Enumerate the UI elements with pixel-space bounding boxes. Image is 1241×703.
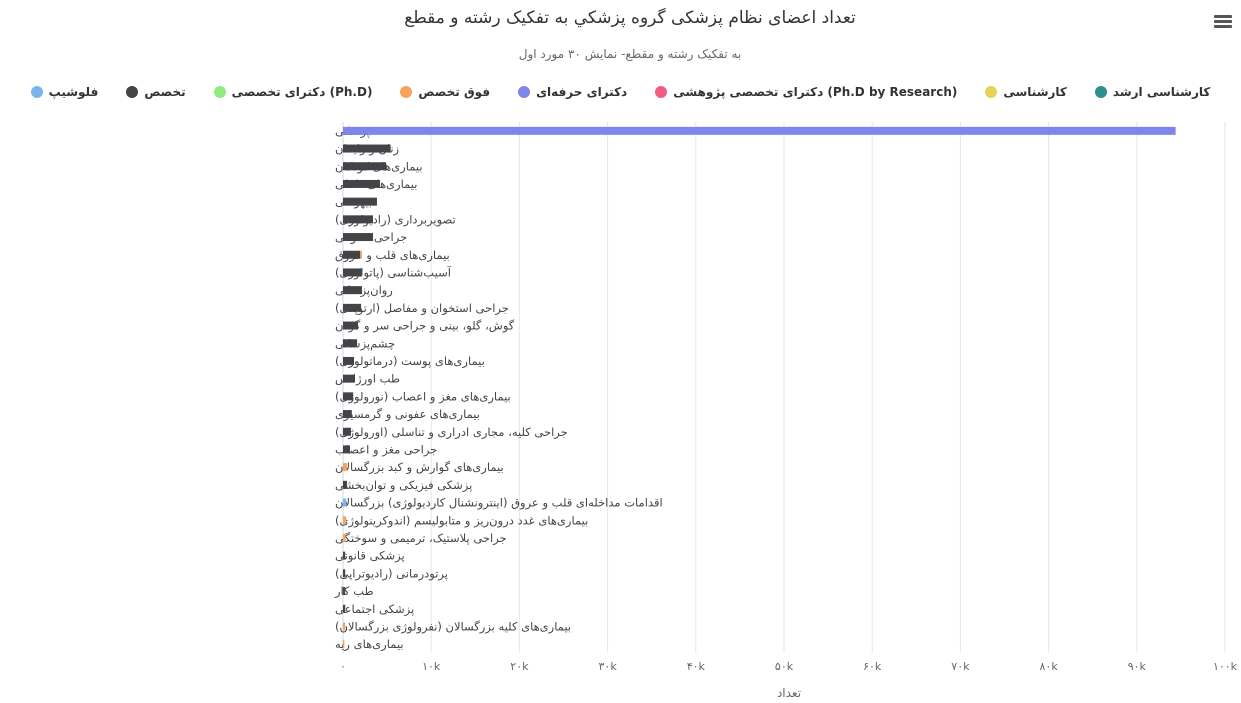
bar [343, 480, 347, 489]
category-label: طب کار [334, 584, 374, 599]
x-tick-label: ۷۰k [951, 660, 970, 673]
legend-marker-icon [30, 86, 43, 98]
category-label: جراحی مغز و اعصاب [335, 442, 437, 457]
bar [343, 250, 361, 259]
legend-marker-icon [126, 86, 139, 98]
legend-label: تخصص [144, 85, 186, 99]
category-label: جراحی استخوان و مفاصل (ارتوپدی) [335, 301, 509, 316]
bar [343, 516, 347, 525]
bar [343, 427, 351, 436]
category-label: بیماری‌های گوارش و کبد بزرگسالان [335, 460, 504, 475]
bar [343, 498, 347, 507]
bar [343, 303, 362, 312]
legend-label: کارشناسی ارشد [1112, 85, 1211, 99]
category-label: گوش، گلو، بینی و جراحی سر و گردن [335, 319, 515, 334]
legend-label: فلوشیپ [48, 85, 99, 99]
category-label: پرتودرمانی (رادیوتراپی) [335, 566, 448, 581]
x-tick-label: ۱۰۰k [1213, 660, 1238, 673]
legend-item[interactable]: فوق تخصص [400, 85, 490, 99]
category-label: بیماری‌های غدد درون‌ریز و متابولیسم (اند… [335, 513, 588, 528]
bar [343, 286, 362, 295]
bar [343, 215, 373, 224]
legend-label: (Ph.D by Research) دکترای تخصصی پژوهشی [673, 85, 958, 99]
category-label: پزشکی فیزیکی و توان‌بخشی [335, 478, 472, 493]
legend-marker-icon [400, 86, 413, 98]
legend: فلوشیپ تخصص (Ph.D) دکترای تخصصی فوق تخصص دکت… [0, 85, 1241, 99]
legend-item[interactable]: دکترای حرفه‌ای [518, 85, 627, 99]
x-tick-label: ۴۰k [687, 660, 706, 673]
bar [343, 622, 346, 631]
category-label: بیماری‌های ریه [335, 637, 404, 652]
category-label: بیماری‌های عفونی و گرمسیری [335, 407, 480, 422]
bar [343, 533, 346, 542]
category-label: بیماری‌های کلیه بزرگسالان (نفرولوژی بزرگ… [335, 619, 571, 634]
legend-marker-icon [985, 86, 998, 98]
bar [343, 604, 346, 613]
legend-marker-icon [655, 86, 668, 98]
hamburger-menu-icon[interactable] [1214, 15, 1232, 31]
bar [343, 179, 381, 188]
chart-title: تعداد اعضای نظام پزشکی گروه پزشكي به تفک… [404, 8, 856, 28]
bar [343, 445, 351, 454]
category-label: جراحی کلیه، مجاری ادراری و تناسلی (اورول… [335, 425, 568, 440]
bar [343, 162, 387, 171]
bar [343, 463, 347, 472]
legend-marker-icon [213, 86, 226, 98]
legend-label: دکترای حرفه‌ای [536, 85, 628, 99]
bar [343, 233, 373, 242]
bar [343, 374, 355, 383]
category-label: بیماری‌های پوست (درماتولوژی) [335, 354, 485, 369]
x-tick-label: ۲۰k [510, 660, 529, 673]
x-tick-label: ۸۰k [1040, 660, 1059, 673]
legend-item[interactable]: تخصص [126, 85, 186, 99]
category-label: بیماری‌های قلب و عروق [335, 248, 450, 263]
bar [343, 410, 352, 419]
legend-item[interactable]: کارشناسی ارشد [1094, 85, 1211, 99]
chart-subtitle: به تفکیک رشته و مقطع- نمایش ۳۰ مورد اول [518, 47, 742, 61]
x-tick-label: ۰ [340, 660, 346, 673]
legend-item[interactable]: کارشناسی [985, 85, 1067, 99]
bar [343, 339, 358, 348]
legend-item[interactable]: فلوشیپ [30, 85, 99, 99]
bar [343, 587, 346, 596]
x-axis-title: تعداد [777, 686, 801, 700]
category-label: بیماری‌های مغز و اعصاب (نورولوژی) [335, 389, 511, 404]
bar [343, 356, 355, 365]
legend-marker-icon [1094, 86, 1107, 98]
legend-item[interactable]: (Ph.D) دکترای تخصصی [213, 85, 373, 99]
x-tick-label: ۹۰k [1128, 660, 1147, 673]
bar [343, 640, 345, 649]
bar [343, 144, 391, 153]
x-tick-label: ۶۰k [863, 660, 882, 673]
bar [343, 197, 377, 206]
bar [343, 569, 346, 578]
x-tick-label: ۵۰k [775, 660, 794, 673]
legend-label: کارشناسی [1003, 85, 1067, 99]
x-tick-label: ۱۰k [422, 660, 441, 673]
category-label: پزشکی قانونی [335, 549, 405, 564]
bar [343, 551, 346, 560]
bar [343, 392, 354, 401]
legend-label: فوق تخصص [418, 85, 491, 99]
category-label: پزشکی اجتماعی [335, 602, 414, 617]
x-tick-label: ۳۰k [599, 660, 618, 673]
legend-item[interactable]: (Ph.D by Research) دکترای تخصصی پژوهشی [655, 85, 957, 99]
category-label: جراحی پلاستیک، ترمیمی و سوختگی [335, 531, 507, 546]
legend-label: (Ph.D) دکترای تخصصی [231, 85, 373, 99]
category-label: آسیب‌شناسی (پاتولوژی) [335, 265, 452, 280]
bar [360, 250, 362, 259]
bar [343, 321, 358, 330]
legend-marker-icon [518, 86, 531, 98]
category-label: اقدامات مداخله‌ای قلب و عروق (اینترونشنا… [335, 496, 663, 511]
bar [343, 126, 1176, 135]
bar [343, 268, 362, 277]
